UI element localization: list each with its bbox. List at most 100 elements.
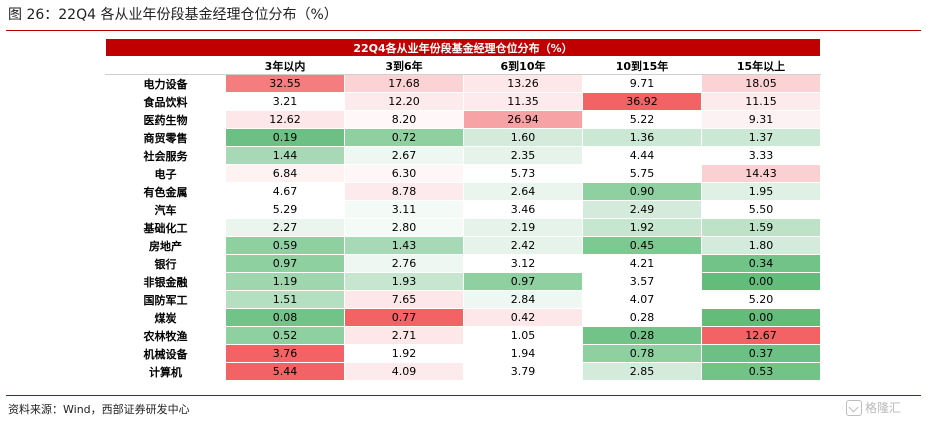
top-rule <box>6 30 921 31</box>
table-cell: 3.33 <box>700 146 822 165</box>
table-cell: 13.26 <box>463 74 583 93</box>
table-cell: 1.37 <box>700 128 822 147</box>
row-label: 电力设备 <box>105 74 226 93</box>
source-note: 资料来源：Wind，西部证券研发中心 <box>8 403 190 416</box>
table-cell: 4.44 <box>582 146 702 165</box>
table-cell: 0.97 <box>225 254 345 273</box>
table-cell: 2.85 <box>582 362 702 381</box>
table-cell: 8.20 <box>344 110 464 129</box>
table-cell: 32.55 <box>225 74 345 93</box>
table-cell: 4.21 <box>582 254 702 273</box>
table-cell: 1.93 <box>344 272 464 291</box>
table-cell: 1.05 <box>463 326 583 345</box>
table-cell: 0.19 <box>225 128 345 147</box>
column-header: 10到15年 <box>582 56 702 75</box>
table-body: 电力设备 32.55 17.68 13.26 9.71 18.05 食品饮料 3.21 12.2… <box>105 74 822 381</box>
column-header: 6到10年 <box>463 56 583 75</box>
row-label: 机械设备 <box>105 344 226 363</box>
row-label: 农林牧渔 <box>105 326 226 345</box>
figure-title: 图 26：22Q4 各从业年份段基金经理仓位分布（%） <box>8 7 338 23</box>
table-row: 农林牧渔 0.52 2.71 1.05 0.28 12.67 <box>105 326 822 345</box>
table-cell: 1.44 <box>225 146 345 165</box>
table-cell: 1.59 <box>700 218 822 237</box>
table-cell: 2.71 <box>344 326 464 345</box>
table-cell: 2.76 <box>344 254 464 273</box>
table-cell: 1.51 <box>225 290 345 309</box>
row-label: 医药生物 <box>105 110 226 129</box>
table-row: 汽车 5.29 3.11 3.46 2.49 5.50 <box>105 200 822 219</box>
table-row: 计算机 5.44 4.09 3.79 2.85 0.53 <box>105 362 822 381</box>
table-cell: 3.79 <box>463 362 583 381</box>
table-cell: 5.73 <box>463 164 583 183</box>
table-cell: 9.31 <box>700 110 822 129</box>
watermark-text: 格隆汇 <box>865 401 902 415</box>
table-cell: 3.46 <box>463 200 583 219</box>
table-row: 食品饮料 3.21 12.20 11.35 36.92 11.15 <box>105 92 822 111</box>
table-cell: 0.53 <box>700 362 822 381</box>
table-row: 房地产 0.59 1.43 2.42 0.45 1.80 <box>105 236 822 255</box>
table-cell: 4.09 <box>344 362 464 381</box>
table-title: 22Q4各从业年份段基金经理仓位分布（%） <box>104 38 822 57</box>
table-row: 基础化工 2.27 2.80 2.19 1.92 1.59 <box>105 218 822 237</box>
table-cell: 1.92 <box>344 344 464 363</box>
table-cell: 0.59 <box>225 236 345 255</box>
table-cell: 5.75 <box>582 164 702 183</box>
table-cell: 2.84 <box>463 290 583 309</box>
table-cell: 0.08 <box>225 308 345 327</box>
table-cell: 2.49 <box>582 200 702 219</box>
row-label: 商贸零售 <box>105 128 226 147</box>
table-cell: 4.67 <box>225 182 345 201</box>
table-cell: 3.57 <box>582 272 702 291</box>
table-row: 机械设备 3.76 1.92 1.94 0.78 0.37 <box>105 344 822 363</box>
table-cell: 6.84 <box>225 164 345 183</box>
table-cell: 2.35 <box>463 146 583 165</box>
watermark: 格隆汇 <box>846 399 901 416</box>
table-cell: 11.15 <box>700 92 822 111</box>
table-cell: 17.68 <box>344 74 464 93</box>
table-cell: 3.21 <box>225 92 345 111</box>
table-cell: 11.35 <box>463 92 583 111</box>
column-header: 15年以上 <box>700 56 822 75</box>
row-label: 煤炭 <box>105 308 226 327</box>
row-label: 有色金属 <box>105 182 226 201</box>
table-cell: 3.12 <box>463 254 583 273</box>
table-cell: 14.43 <box>700 164 822 183</box>
row-label: 国防军工 <box>105 290 226 309</box>
table-row: 非银金融 1.19 1.93 0.97 3.57 0.00 <box>105 272 822 291</box>
table-cell: 4.07 <box>582 290 702 309</box>
table-cell: 36.92 <box>582 92 702 111</box>
table-cell: 1.92 <box>582 218 702 237</box>
row-label: 汽车 <box>105 200 226 219</box>
table-cell: 1.43 <box>344 236 464 255</box>
table-cell: 0.28 <box>582 326 702 345</box>
table-cell: 12.62 <box>225 110 345 129</box>
table-cell: 12.20 <box>344 92 464 111</box>
table-cell: 0.78 <box>582 344 702 363</box>
table-cell: 0.52 <box>225 326 345 345</box>
row-label: 电子 <box>105 164 226 183</box>
table-cell: 5.29 <box>225 200 345 219</box>
row-label: 房地产 <box>105 236 226 255</box>
table-cell: 5.20 <box>700 290 822 309</box>
table-cell: 1.80 <box>700 236 822 255</box>
table-cell: 0.45 <box>582 236 702 255</box>
table-cell: 5.44 <box>225 362 345 381</box>
position-distribution-table: 22Q4各从业年份段基金经理仓位分布（%） 3年以内 3到6年 6到10年 10… <box>104 38 822 381</box>
row-label: 基础化工 <box>105 218 226 237</box>
table-cell: 2.19 <box>463 218 583 237</box>
table-cell: 1.19 <box>225 272 345 291</box>
row-label: 银行 <box>105 254 226 273</box>
table-cell: 0.34 <box>700 254 822 273</box>
table-row: 医药生物 12.62 8.20 26.94 5.22 9.31 <box>105 110 822 129</box>
table-cell: 1.94 <box>463 344 583 363</box>
table-row: 煤炭 0.08 0.77 0.42 0.28 0.00 <box>105 308 822 327</box>
header-corner <box>105 56 226 75</box>
table-cell: 18.05 <box>700 74 822 93</box>
table-cell: 0.90 <box>582 182 702 201</box>
table-cell: 2.80 <box>344 218 464 237</box>
table-cell: 0.97 <box>463 272 583 291</box>
table-cell: 5.22 <box>582 110 702 129</box>
row-label: 计算机 <box>105 362 226 381</box>
column-header: 3到6年 <box>344 56 464 75</box>
table-cell: 1.60 <box>463 128 583 147</box>
